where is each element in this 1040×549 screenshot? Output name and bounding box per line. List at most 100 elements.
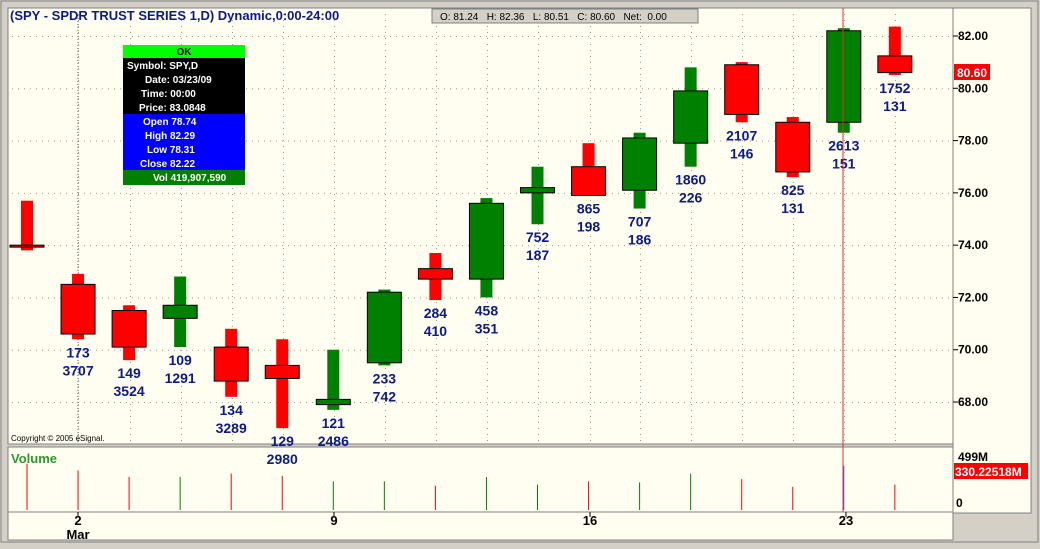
info-open: Open 78.74 [143,117,197,128]
candle-label-2: 3289 [216,420,247,436]
candle-body [9,244,45,248]
info-price: Price: 83.0848 [139,103,206,114]
chart-title: (SPY - SPDR TRUST SERIES 1,D) Dynamic,0:… [10,8,339,23]
x-tick-label: 23 [839,513,853,528]
y-tick-label: 82.00 [958,29,988,43]
candle-label-2: 131 [883,98,907,114]
volume-axis-zero: 0 [956,496,963,510]
candle[interactable] [877,26,913,75]
candle[interactable] [468,198,504,298]
candle[interactable] [111,305,147,361]
y-tick-label: 78.00 [958,134,988,148]
volume-axis-max: 499M [958,450,988,464]
candle-body [417,268,453,280]
last-price-badge [954,64,990,80]
candle-body [366,291,402,364]
info-box[interactable]: OK Symbol: SPY,D Date: 03/23/09 Time: 00… [123,45,245,185]
candle-label-2: 3707 [62,362,93,378]
info-symbol: Symbol: SPY,D [127,61,198,72]
candle[interactable] [520,166,555,225]
y-tick-label: 74.00 [958,238,988,252]
volume-bars-layer [26,463,896,510]
candle-label-2: 198 [577,218,601,234]
candle-label-1: 752 [526,229,550,245]
candle-body [622,137,658,191]
candle[interactable] [826,28,862,133]
candle[interactable] [366,289,402,366]
candle-label-1: 121 [322,415,346,431]
info-low: Low 78.31 [147,145,195,156]
ohlc-readout: O: 81.24 H: 82.36 L: 80.51 C: 80.60 Net:… [440,12,667,23]
y-axis-ticks: 82.00 80.00 78.00 76.00 74.00 72.00 70.00 68.00 [953,29,988,409]
volume-badge [954,463,1028,479]
candle[interactable] [571,143,607,196]
volume-pane[interactable] [7,446,954,513]
candle-label-1: 1752 [879,80,910,96]
candle-label-2: 410 [424,323,448,339]
candle-label-2: 187 [526,247,550,263]
candle-label-2: 131 [781,200,805,216]
candle[interactable] [162,276,198,348]
copyright-text: Copyright © 2005 eSignal. [11,434,105,443]
y-tick-label: 70.00 [958,343,988,357]
candle-label-1: 2107 [726,127,757,143]
x-tick-label: 16 [583,513,597,528]
ohlc-readout-box [431,8,699,24]
candle-wick [21,200,33,251]
candle-label-1: 173 [66,344,90,360]
candle-body [724,64,760,115]
candles-layer [9,26,913,429]
candle-label-1: 284 [424,305,448,321]
candle-body [775,121,811,173]
candle-label-1: 233 [373,370,397,386]
candle-label-1: 825 [781,182,805,198]
candle-label-2: 146 [730,145,754,161]
candle[interactable] [775,117,811,178]
candle[interactable] [417,252,453,301]
candle-body [877,55,913,74]
info-close: Close 82.22 [140,159,195,170]
candle-label-2: 2486 [318,433,349,449]
candle-body [213,346,249,382]
y-tick-label: 76.00 [958,186,988,200]
candle[interactable] [264,339,300,429]
candle-label-2: 186 [628,232,652,248]
candle-label-2: 1291 [165,370,196,386]
y-tick-label: 68.00 [958,395,988,409]
candle[interactable] [9,200,45,251]
info-date: Date: 03/23/09 [145,75,212,86]
candle-wick [327,349,340,410]
candle-label-1: 1860 [675,172,706,188]
candle-labels-layer: 173 3707 149 3524 109 1291 134 3289 129 2980 121 24… [62,80,910,467]
candle-body [571,166,607,196]
candle[interactable] [60,273,96,340]
candle-label-1: 109 [168,352,192,368]
candle-label-2: 2980 [267,451,298,467]
candle-body [468,202,504,280]
candle[interactable] [622,132,658,209]
x-axis-ticks: 2 9 16 23 Mar [66,512,853,542]
candle-label-2: 742 [373,388,397,404]
volume-badge-text: 330.22518M [955,465,1022,479]
x-tick-month: Mar [66,527,89,542]
date-axis[interactable] [7,511,954,541]
info-status: OK [177,47,193,58]
candle-body [826,30,862,123]
candle-body [673,90,709,144]
candle-label-1: 865 [577,200,601,216]
candle[interactable] [315,349,351,410]
candle[interactable] [673,67,709,167]
candle-label-1: 2613 [828,138,859,154]
candle-body [520,187,555,194]
price-axis[interactable] [952,7,1032,514]
x-tick-label: 9 [330,513,337,528]
candle[interactable] [213,328,249,397]
candle-label-1: 129 [271,433,295,449]
candle-label-1: 707 [628,214,652,230]
volume-label: Volume [11,451,57,466]
candle[interactable] [724,62,760,123]
candle-label-2: 226 [679,190,703,206]
candle-label-2: 151 [832,156,856,172]
candle-label-1: 149 [117,365,141,381]
